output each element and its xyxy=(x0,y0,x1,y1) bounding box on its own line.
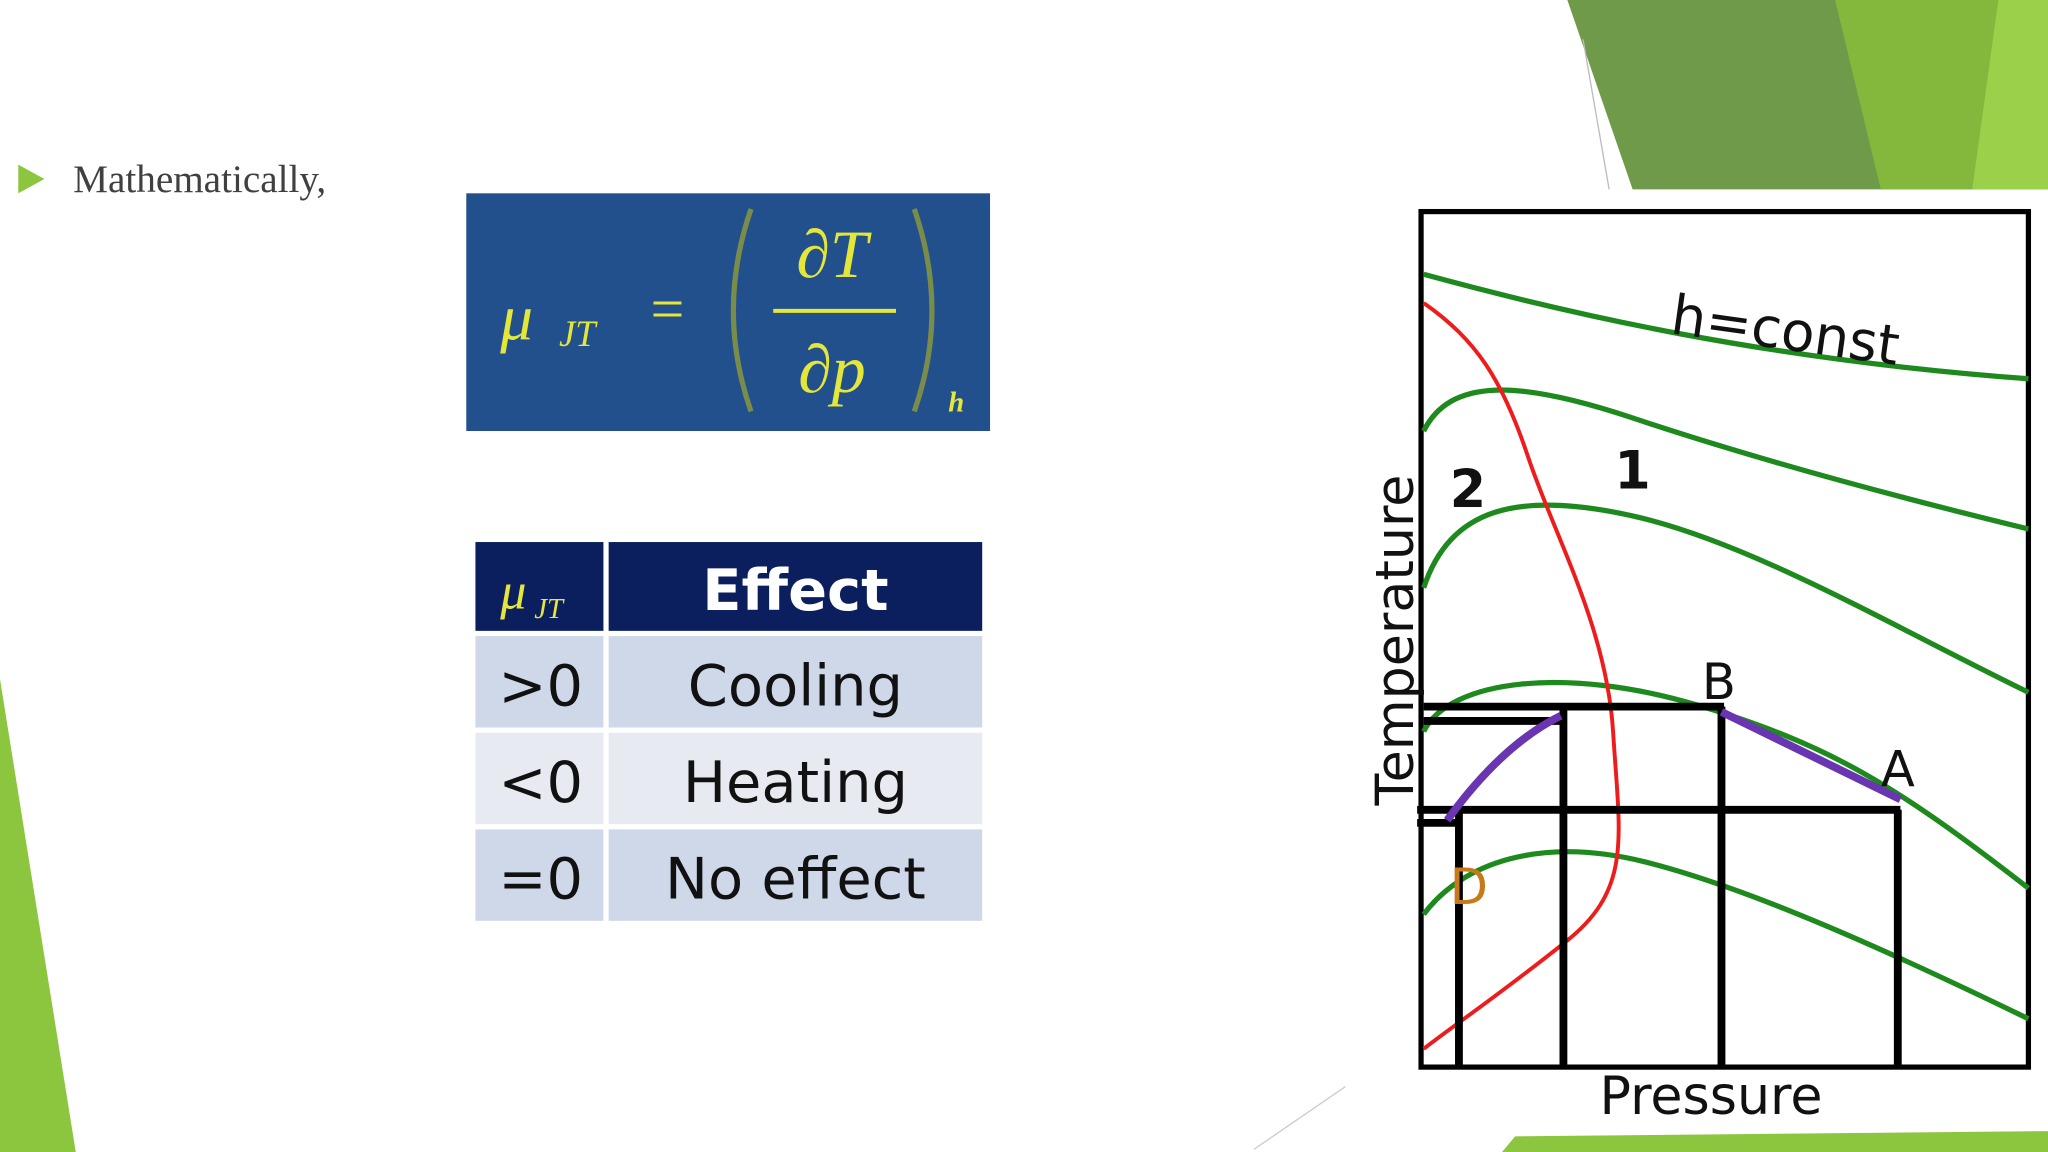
header-symbol: μ xyxy=(499,563,526,621)
formula-symbol: μ xyxy=(499,283,533,355)
cell: >0 xyxy=(498,652,583,719)
bullet-marker xyxy=(18,164,45,194)
point-label: B xyxy=(1702,653,1736,711)
header-effect: Effect xyxy=(702,557,888,624)
jt-diagram: h=const 2 1 A B D Temperature Pressure xyxy=(1366,208,2032,1127)
bullet-text: Mathematically, xyxy=(73,158,326,201)
point-label: D xyxy=(1450,858,1488,916)
cell: Heating xyxy=(683,749,908,816)
cell: =0 xyxy=(498,846,583,913)
x-axis-label: Pressure xyxy=(1599,1067,1822,1127)
formula-held: h xyxy=(948,386,964,418)
cell: No effect xyxy=(665,846,926,913)
effect-table: μ JT Effect >0 Cooling <0 Heating =0 No … xyxy=(475,542,983,921)
cell: <0 xyxy=(498,749,583,816)
formula: μ JT = ∂T ∂p h xyxy=(466,193,991,432)
region-label: 2 xyxy=(1450,460,1486,520)
point-label: A xyxy=(1881,740,1915,798)
formula-denominator: ∂p xyxy=(798,331,866,407)
y-axis-label: Temperature xyxy=(1366,475,1426,807)
header-subscript: JT xyxy=(534,593,565,625)
cell: Cooling xyxy=(688,652,903,719)
region-label: 1 xyxy=(1614,441,1650,501)
formula-numerator: ∂T xyxy=(796,216,872,292)
formula-equals: = xyxy=(650,275,684,342)
formula-subscript: JT xyxy=(559,313,598,354)
